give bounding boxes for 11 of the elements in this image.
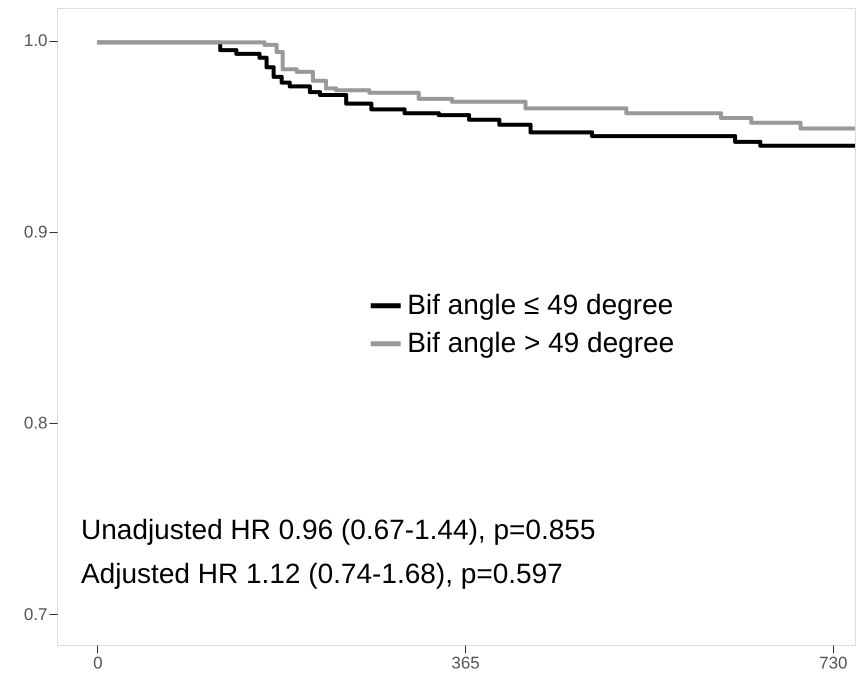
annotation: Unadjusted HR 0.96 (0.67-1.44), p=0.855 [81, 514, 596, 545]
x-tick-label: 0 [93, 654, 103, 672]
y-tick-label: 0.8 [24, 414, 48, 433]
legend-label: Bif angle ≤ 49 degree [407, 288, 674, 320]
y-tick-label: 0.9 [24, 222, 48, 242]
y-tick-label: 1.0 [24, 31, 48, 50]
legend-label: Bif angle > 49 degree [407, 326, 674, 358]
y-tick-label: 0.7 [24, 604, 48, 624]
x-tick-label: 730 [819, 654, 848, 672]
annotation: Adjusted HR 1.12 (0.74-1.68), p=0.597 [81, 558, 563, 589]
x-tick-label: 365 [451, 654, 480, 672]
